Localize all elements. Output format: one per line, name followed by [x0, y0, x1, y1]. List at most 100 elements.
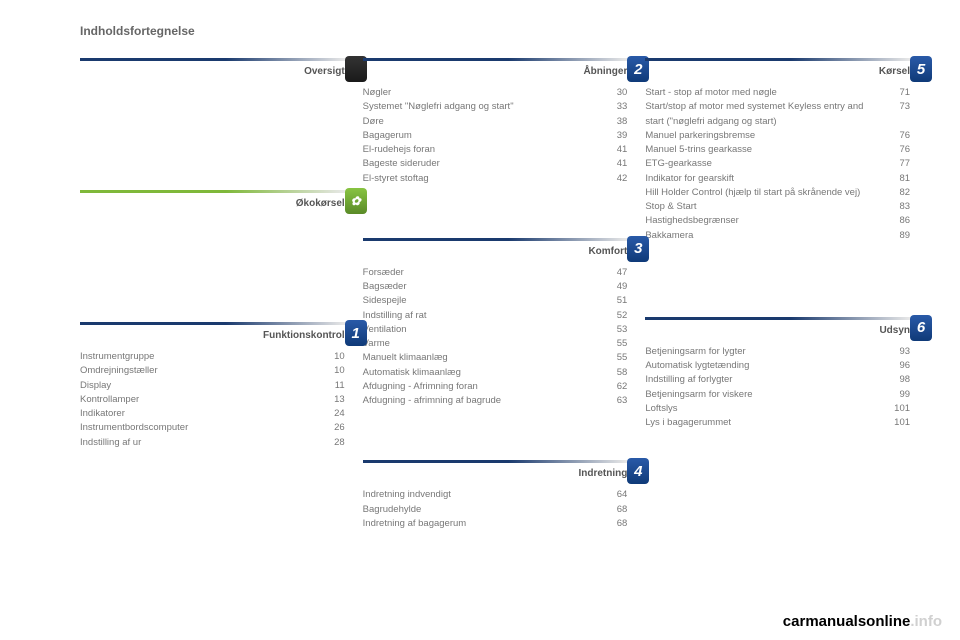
- toc-entry: El-styret stoftag42: [363, 172, 628, 186]
- toc-entry: Bagsæder49: [363, 280, 628, 294]
- divider-bar: [363, 58, 628, 61]
- toc-entry-label: Varme: [363, 337, 594, 351]
- divider-bar: [80, 322, 345, 325]
- toc-entry-page: 52: [603, 309, 627, 323]
- toc-entry-page: 38: [603, 115, 627, 129]
- toc-entry-page: 68: [603, 517, 627, 531]
- toc-entry-page: 10: [321, 364, 345, 378]
- toc-entry-page: 73: [886, 100, 910, 129]
- toc-entry-page: 77: [886, 157, 910, 171]
- toc-entry-label: Manuel 5-trins gearkasse: [645, 143, 876, 157]
- toc-entry-label: Indretning af bagagerum: [363, 517, 594, 531]
- toc-entry-label: Automatisk lygtetænding: [645, 359, 876, 373]
- toc-entry-page: 83: [886, 200, 910, 214]
- toc-entry-label: ETG-gearkasse: [645, 157, 876, 171]
- section-badge-number: 1: [345, 320, 367, 346]
- toc-entry-page: 39: [603, 129, 627, 143]
- toc-entry-label: Kontrollamper: [80, 393, 311, 407]
- divider-bar: [80, 190, 345, 193]
- toc-entry-page: 10: [321, 350, 345, 364]
- toc-entry: Ventilation53: [363, 323, 628, 337]
- toc-entry-label: Instrumentbordscomputer: [80, 421, 311, 435]
- toc-entry-label: Bageste sideruder: [363, 157, 594, 171]
- toc-entry-label: Lys i bagagerummet: [645, 416, 876, 430]
- toc-entry-page: 76: [886, 143, 910, 157]
- toc-entry-page: 42: [603, 172, 627, 186]
- entries-abninger: Nøgler30Systemet "Nøglefri adgang og sta…: [363, 86, 628, 186]
- entries-indretning: Indretning indvendigt64Bagrudehylde68Ind…: [363, 488, 628, 531]
- toc-entry-label: Betjeningsarm for lygter: [645, 345, 876, 359]
- toc-entry-page: 51: [603, 294, 627, 308]
- toc-entry: Nøgler30: [363, 86, 628, 100]
- section-badge-number: 6: [910, 315, 932, 341]
- toc-entry-label: Indstilling af forlygter: [645, 373, 876, 387]
- toc-entry-page: 58: [603, 366, 627, 380]
- section-title: Indretning: [578, 468, 627, 479]
- toc-entry-label: Indstilling af rat: [363, 309, 594, 323]
- entries-funktionskontrol: Instrumentgruppe10Omdrejningstæller10Dis…: [80, 350, 345, 450]
- toc-entry-page: 24: [321, 407, 345, 421]
- section-badge-number: 3: [627, 236, 649, 262]
- toc-entry-page: 68: [603, 503, 627, 517]
- toc-entry: Betjeningsarm for lygter 93: [645, 345, 910, 359]
- toc-entry-label: Omdrejningstæller: [80, 364, 311, 378]
- section-title: Funktionskontrol: [263, 330, 345, 341]
- toc-entry-label: Bagrudehylde: [363, 503, 594, 517]
- divider-bar: [645, 317, 910, 320]
- toc-entry-label: Manuelt klimaanlæg: [363, 351, 594, 365]
- section-oversigt: Oversigt: [80, 58, 345, 86]
- toc-entry-page: 81: [886, 172, 910, 186]
- entries-komfort: Forsæder47Bagsæder49Sidespejle51Indstill…: [363, 266, 628, 409]
- toc-entry-page: 76: [886, 129, 910, 143]
- toc-entry: Omdrejningstæller 10: [80, 364, 345, 378]
- toc-entry-page: 64: [603, 488, 627, 502]
- toc-entry-label: Indstilling af ur: [80, 436, 311, 450]
- toc-entry-page: 71: [886, 86, 910, 100]
- section-udsyn: Udsyn 6 Betjeningsarm for lygter93Automa…: [645, 317, 910, 431]
- toc-entry-label: Indikatorer: [80, 407, 311, 421]
- column-2: Åbninger 2 Nøgler30Systemet "Nøglefri ad…: [363, 58, 628, 555]
- section-title: Udsyn: [879, 325, 910, 336]
- toc-entry-label: Indikator for gearskift: [645, 172, 876, 186]
- toc-entry-label: Sidespejle: [363, 294, 594, 308]
- toc-entry-page: 33: [603, 100, 627, 114]
- toc-entry: Instrumentbordscomputer26: [80, 421, 345, 435]
- toc-entry-label: Afdugning - Afrimning foran: [363, 380, 594, 394]
- toc-entry-page: 41: [603, 157, 627, 171]
- divider-bar: [80, 58, 345, 61]
- toc-entry: Indretning af bagagerum 68: [363, 517, 628, 531]
- toc-entry: Systemet "Nøglefri adgang og start"33: [363, 100, 628, 114]
- toc-entry: Døre 38: [363, 115, 628, 129]
- toc-entry-page: 62: [603, 380, 627, 394]
- toc-entry: Indikatorer 24: [80, 407, 345, 421]
- toc-entry-label: Forsæder: [363, 266, 594, 280]
- toc-entry-page: 89: [886, 229, 910, 243]
- toc-entry-page: 101: [886, 416, 910, 430]
- toc-entry-page: 41: [603, 143, 627, 157]
- toc-entry: Instrumentgruppe10: [80, 350, 345, 364]
- toc-entry: Manuelt klimaanlæg 55: [363, 351, 628, 365]
- toc-entry-label: Døre: [363, 115, 594, 129]
- toc-entry: Indstilling af forlygter 98: [645, 373, 910, 387]
- section-badge-number: 5: [910, 56, 932, 82]
- toc-entry: Afdugning - afrimning af bagrude63: [363, 394, 628, 408]
- toc-entry-page: 55: [603, 351, 627, 365]
- toc-entry: Hill Holder Control (hjælp til start på …: [645, 186, 910, 200]
- toc-entry-page: 55: [603, 337, 627, 351]
- section-title: Åbninger: [583, 66, 627, 77]
- toc-entry-page: 93: [886, 345, 910, 359]
- toc-entry-page: 96: [886, 359, 910, 373]
- toc-columns: Oversigt Økokørsel ✿ Funktionskontrol 1: [80, 58, 910, 555]
- toc-entry-label: Automatisk klimaanlæg: [363, 366, 594, 380]
- toc-entry-page: 28: [321, 436, 345, 450]
- toc-entry: Manuel parkeringsbremse76: [645, 129, 910, 143]
- toc-entry-page: 30: [603, 86, 627, 100]
- toc-entry-label: Afdugning - afrimning af bagrude: [363, 394, 594, 408]
- section-korsel: Kørsel 5 Start - stop af motor med nøgle…: [645, 58, 910, 243]
- toc-entry-label: Loftslys: [645, 402, 876, 416]
- toc-entry-label: Bagagerum: [363, 129, 594, 143]
- toc-entry-page: 99: [886, 388, 910, 402]
- toc-entry-label: Bagsæder: [363, 280, 594, 294]
- toc-entry-page: 98: [886, 373, 910, 387]
- toc-entry: Indstilling af rat 52: [363, 309, 628, 323]
